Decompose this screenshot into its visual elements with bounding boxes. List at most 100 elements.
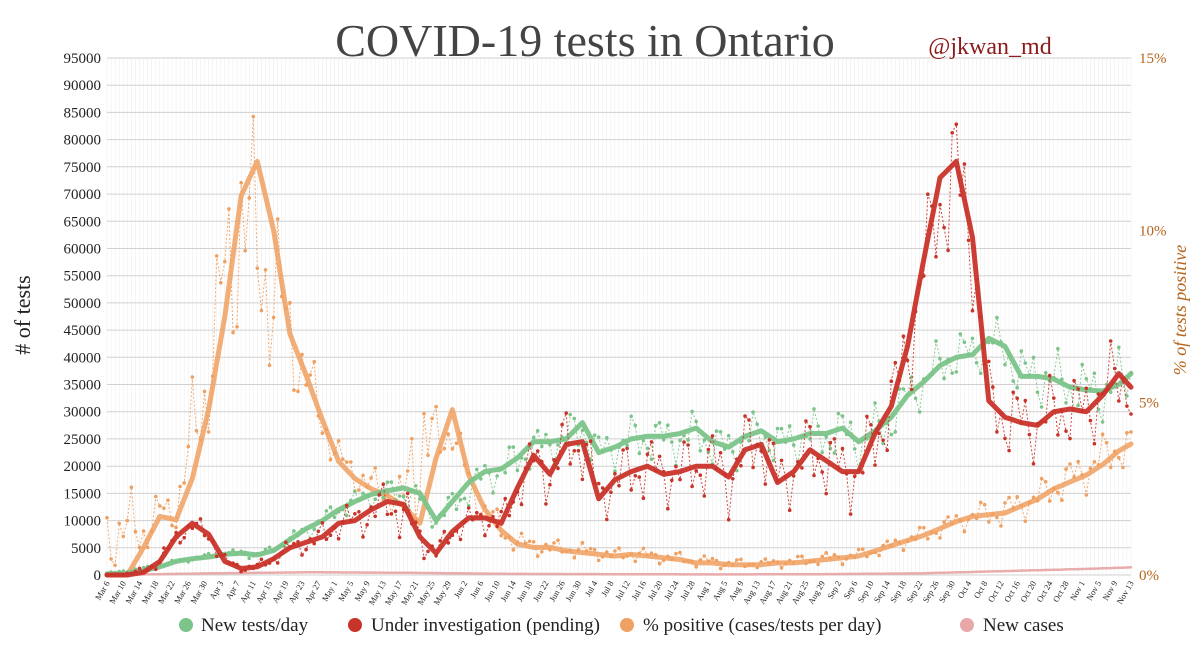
raw-point: [438, 539, 443, 543]
raw-point: [670, 440, 674, 444]
raw-point: [787, 424, 792, 428]
raw-point: [893, 430, 898, 434]
raw-point: [422, 411, 426, 416]
y-tick-label: 50000: [64, 296, 102, 312]
raw-point: [393, 509, 398, 514]
raw-point: [373, 466, 378, 470]
raw-point: [397, 535, 402, 540]
raw-point: [926, 537, 930, 541]
raw-point: [812, 473, 816, 478]
raw-point: [913, 396, 918, 401]
raw-point: [535, 428, 540, 433]
raw-point: [434, 404, 438, 409]
raw-point: [820, 450, 824, 455]
raw-point: [182, 481, 186, 485]
raw-point: [1031, 355, 1036, 360]
raw-point: [682, 440, 686, 444]
raw-point: [755, 422, 759, 427]
raw-point: [596, 481, 601, 486]
raw-point: [361, 473, 365, 478]
raw-point: [454, 441, 459, 446]
legend-label-percent-positive: % positive (cases/tests per day): [643, 615, 881, 636]
raw-point: [861, 471, 865, 475]
raw-point: [499, 509, 504, 514]
raw-point: [1043, 371, 1048, 375]
raw-point: [353, 512, 357, 516]
raw-point: [1100, 420, 1105, 424]
raw-point: [751, 465, 755, 470]
raw-point: [653, 423, 658, 428]
raw-point: [466, 506, 471, 510]
raw-point: [718, 430, 723, 434]
raw-point: [1015, 396, 1019, 401]
raw-point: [938, 536, 942, 540]
raw-point: [1027, 432, 1032, 437]
raw-point: [1121, 465, 1125, 470]
raw-point: [625, 446, 629, 451]
raw-point: [178, 541, 182, 545]
raw-point: [531, 435, 536, 440]
raw-point: [296, 389, 300, 394]
raw-point: [1035, 390, 1040, 395]
raw-point: [962, 340, 967, 345]
raw-point: [950, 131, 954, 135]
raw-point: [1084, 493, 1089, 497]
raw-point: [442, 529, 447, 534]
raw-point: [430, 525, 434, 529]
raw-point: [735, 558, 739, 562]
raw-point: [422, 556, 426, 561]
raw-point: [832, 553, 837, 557]
raw-point: [739, 557, 743, 562]
raw-point: [572, 416, 577, 421]
series-1: [104, 122, 1134, 578]
raw-point: [637, 475, 642, 479]
raw-point: [1031, 462, 1036, 466]
raw-point: [450, 447, 455, 451]
raw-point: [633, 423, 638, 428]
raw-point: [544, 432, 548, 437]
raw-point: [198, 517, 203, 521]
raw-point: [706, 450, 711, 454]
raw-point: [613, 549, 617, 553]
raw-point: [129, 485, 134, 490]
raw-point: [401, 494, 406, 499]
y2-axis-label: % of tests positive: [1170, 245, 1190, 375]
raw-point: [1117, 399, 1121, 403]
raw-point: [840, 414, 845, 418]
raw-point: [430, 416, 434, 421]
raw-point: [206, 430, 211, 434]
y-tick-label: 95000: [64, 51, 102, 67]
raw-point: [657, 561, 662, 566]
raw-point: [747, 418, 751, 422]
raw-point: [1023, 361, 1028, 365]
raw-point: [361, 491, 365, 496]
raw-point: [763, 557, 768, 561]
raw-point: [1104, 440, 1109, 445]
raw-point: [511, 548, 516, 552]
y2-tick-label: 0%: [1139, 568, 1159, 584]
legend-label-pending: Under investigation (pending): [371, 615, 600, 636]
avg-line-2: [104, 158, 1134, 578]
raw-point: [848, 420, 853, 425]
raw-point: [970, 308, 975, 313]
raw-point: [625, 443, 629, 448]
raw-point: [690, 484, 694, 489]
raw-point: [812, 407, 816, 411]
raw-point: [629, 488, 633, 492]
raw-point: [1064, 467, 1068, 471]
raw-point: [284, 540, 288, 545]
raw-point: [767, 438, 772, 442]
raw-point: [617, 483, 621, 488]
raw-point: [629, 414, 633, 419]
raw-point: [174, 525, 178, 530]
raw-point: [495, 507, 499, 512]
raw-point: [1043, 480, 1048, 484]
raw-point: [385, 480, 390, 485]
raw-point: [588, 546, 593, 551]
raw-point: [702, 554, 707, 558]
y-tick-label: 20000: [64, 459, 102, 475]
raw-point: [645, 446, 650, 451]
raw-point: [324, 509, 329, 513]
